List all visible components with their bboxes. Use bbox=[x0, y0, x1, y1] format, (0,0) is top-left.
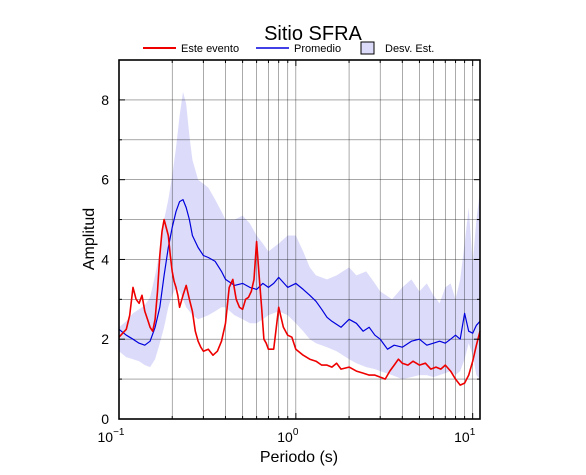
legend-band-swatch bbox=[360, 41, 375, 55]
y-axis-label: Amplitud bbox=[81, 208, 98, 270]
y-tick-label: 6 bbox=[101, 172, 109, 188]
legend-event-label: Este evento bbox=[181, 43, 239, 55]
std-band bbox=[119, 91, 480, 380]
std-band-layer bbox=[119, 91, 480, 380]
x-tick-label: 10−1 bbox=[98, 427, 125, 445]
y-tick-label: 8 bbox=[101, 92, 109, 108]
mean-series-line bbox=[118, 199, 481, 350]
x-tick-label: 100 bbox=[277, 427, 299, 445]
x-tick-label: 101 bbox=[454, 427, 476, 445]
y-tick-label: 4 bbox=[101, 251, 109, 267]
chart-title: Sitio SFRA bbox=[264, 23, 362, 45]
series-layer bbox=[118, 199, 481, 386]
x-axis-label: Periodo (s) bbox=[260, 449, 338, 466]
legend: Este evento Promedio Desv. Est. bbox=[143, 41, 434, 55]
legend-mean-label: Promedio bbox=[294, 43, 341, 55]
y-tick-label: 0 bbox=[101, 411, 109, 427]
plot-frame bbox=[118, 59, 481, 420]
y-tick-label: 2 bbox=[101, 331, 109, 347]
event-series-line bbox=[118, 218, 481, 386]
legend-band-label: Desv. Est. bbox=[385, 43, 434, 55]
axes: 0 2 4 6 8 10−1 100 101 bbox=[98, 59, 481, 445]
